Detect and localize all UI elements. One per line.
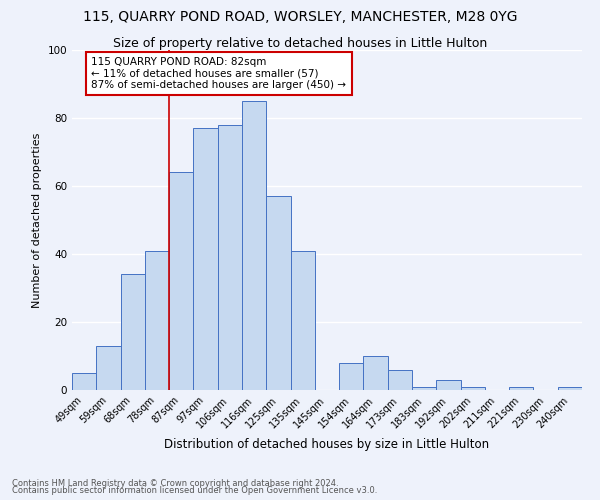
Bar	[96, 346, 121, 390]
Text: Contains HM Land Registry data © Crown copyright and database right 2024.: Contains HM Land Registry data © Crown c…	[12, 478, 338, 488]
Bar	[436, 380, 461, 390]
Bar	[339, 363, 364, 390]
Bar	[461, 386, 485, 390]
Bar	[412, 386, 436, 390]
Bar	[388, 370, 412, 390]
Text: Size of property relative to detached houses in Little Hulton: Size of property relative to detached ho…	[113, 38, 487, 51]
Text: Contains public sector information licensed under the Open Government Licence v3: Contains public sector information licen…	[12, 486, 377, 495]
Bar	[121, 274, 145, 390]
Bar	[145, 250, 169, 390]
Text: 115 QUARRY POND ROAD: 82sqm
← 11% of detached houses are smaller (57)
87% of sem: 115 QUARRY POND ROAD: 82sqm ← 11% of det…	[91, 57, 346, 90]
Bar	[266, 196, 290, 390]
Bar	[290, 250, 315, 390]
Text: 115, QUARRY POND ROAD, WORSLEY, MANCHESTER, M28 0YG: 115, QUARRY POND ROAD, WORSLEY, MANCHEST…	[83, 10, 517, 24]
Bar	[364, 356, 388, 390]
Bar	[72, 373, 96, 390]
Bar	[193, 128, 218, 390]
Bar	[509, 386, 533, 390]
Bar	[558, 386, 582, 390]
Y-axis label: Number of detached properties: Number of detached properties	[32, 132, 42, 308]
Bar	[218, 125, 242, 390]
X-axis label: Distribution of detached houses by size in Little Hulton: Distribution of detached houses by size …	[164, 438, 490, 451]
Bar	[242, 101, 266, 390]
Bar	[169, 172, 193, 390]
